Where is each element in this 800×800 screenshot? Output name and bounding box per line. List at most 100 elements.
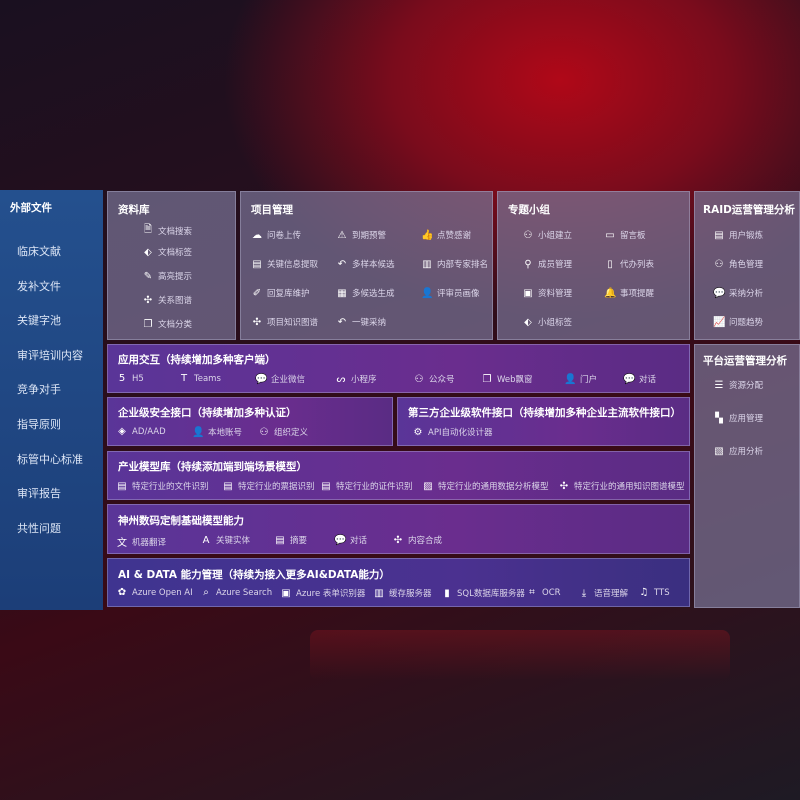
feature-item[interactable]: ⤓ 语音理解 [578, 587, 628, 600]
sidebar-item[interactable]: 指导原则 [17, 418, 61, 431]
feature-item[interactable]: ▦ 多候选生成 [336, 287, 394, 300]
feature-item[interactable]: T Teams [178, 373, 221, 384]
feature-item[interactable]: 💬 企业微信 [255, 373, 305, 386]
feature-label: 问卷上传 [267, 231, 302, 241]
feature-item[interactable]: 🔔 事项提醒 [604, 287, 654, 300]
sidebar-item[interactable]: 竞争对手 [17, 383, 61, 397]
alarm-icon: ⚠ [337, 229, 347, 241]
feature-item[interactable]: ⚇ 组织定义 [258, 426, 309, 439]
feature-item[interactable]: ⚠ 到期预警 [336, 229, 387, 242]
feature-item[interactable]: 文机器翻译 [116, 534, 166, 550]
panel-title: 神州数码定制基础模型能力 [118, 515, 244, 527]
bbs-icon: ▭ [605, 229, 615, 241]
feature-item[interactable]: 💬 对话 [623, 373, 656, 386]
feature-label: 采纳分析 [729, 289, 764, 299]
feature-item[interactable]: ✣ 项目知识图谱 [251, 316, 318, 329]
sidebar-item[interactable]: 审评培训内容 [17, 348, 83, 362]
feature-item[interactable]: ▣ 资料管理 [522, 287, 573, 300]
receipt-icon: ▤ [223, 480, 233, 492]
feature-item[interactable]: 📈 问题趋势 [713, 316, 763, 329]
feature-item[interactable]: 5 H5 [116, 373, 144, 384]
feature-item[interactable]: ▤ 摘要 [274, 534, 308, 547]
feature-item[interactable]: ☰ 资源分配 [713, 379, 764, 392]
feature-label: 摘要 [290, 536, 308, 546]
trend-icon: 📈 [713, 316, 726, 328]
feature-label: Web飘窗 [497, 375, 533, 385]
sidebar-item[interactable]: 发补文件 [17, 279, 61, 293]
feature-item[interactable]: ▥ 内部专家排名 [421, 258, 488, 271]
feature-item[interactable]: ♫ TTS [638, 587, 670, 598]
sidebar-item[interactable]: 共性问题 [17, 521, 61, 535]
sidebar-item[interactable]: 临床文献 [17, 245, 61, 258]
sidebar-title: 外部文件 [10, 202, 52, 214]
feature-label: 应用分析 [729, 447, 764, 457]
sidebar-item[interactable]: 标管中心标准 [17, 452, 83, 466]
sidebar-item[interactable]: 关键字池 [17, 314, 61, 328]
feature-item[interactable]: 👍 点赞感谢 [421, 229, 471, 242]
feature-item[interactable]: ⚇ 公众号 [413, 373, 455, 386]
feature-item[interactable]: ▤ 关键信息提取 [251, 258, 318, 271]
feature-item[interactable]: ▧ 应用分析 [713, 445, 764, 458]
feature-item[interactable]: ✐ 回复库维护 [251, 287, 310, 300]
feature-label: 本地账号 [208, 428, 243, 438]
feature-item[interactable]: ▤ 特定行业的证件识别 [320, 480, 412, 493]
feature-item[interactable]: ▤ 特定行业的票据识别 [222, 480, 314, 493]
feature-item[interactable]: ▭ 留言板 [604, 229, 645, 242]
feature-item[interactable]: ▯ 代办列表 [604, 258, 654, 271]
feature-item[interactable]: ↶ 多样本候选 [336, 258, 395, 271]
feature-item[interactable]: ▨ 特定行业的通用数据分析模型 [422, 480, 548, 493]
feature-item[interactable]: 💬 对话 [334, 534, 367, 547]
feature-item[interactable]: 🗎 文档搜索 [142, 222, 192, 239]
feature-label: 一键采纳 [352, 318, 387, 328]
feature-item[interactable]: ⌗ OCR [526, 587, 560, 598]
feature-item[interactable]: ✿ Azure Open AI [116, 587, 193, 598]
feature-item[interactable]: ☁ 问卷上传 [251, 229, 302, 242]
feature-item[interactable]: ᔕ 小程序 [335, 373, 377, 386]
feature-item[interactable]: ▤ 特定行业的文件识别 [116, 480, 209, 493]
feature-item[interactable]: ⚲ 成员管理 [522, 258, 572, 271]
feature-item[interactable]: ⚇ 角色管理 [713, 258, 764, 271]
org-icon: ⚇ [259, 426, 269, 438]
feature-item[interactable]: ⬖ 小组标签 [522, 316, 572, 329]
feature-item[interactable]: 💬 采纳分析 [713, 287, 764, 300]
panel-group: 专题小组 ⚇ 小组建立 ▭ 留言板 ⚲ 成员管理 ▯ 代办列表 ▣ 资料管理 🔔 事项提醒 ⬖ 小组标签 [497, 191, 690, 340]
feature-item[interactable]: ▥ 缓存服务器 [373, 587, 431, 600]
form-icon: ▣ [281, 587, 291, 599]
feature-item[interactable]: 👤 门户 [564, 373, 597, 386]
feature-item[interactable]: ⬖ 文档标签 [142, 246, 192, 259]
feature-label: 回复库维护 [267, 289, 310, 299]
bell-icon: 🔔 [604, 287, 617, 299]
feature-item[interactable]: ▚ 应用管理 [713, 412, 763, 425]
account-icon: 👤 [192, 426, 205, 438]
feature-item[interactable]: ⌕ Azure Search [200, 587, 272, 598]
feature-label: Azure 表单识别器 [296, 589, 366, 599]
feature-label: 小程序 [351, 375, 377, 385]
feature-item[interactable]: ❐ Web飘窗 [481, 373, 533, 386]
feature-item[interactable]: A 关键实体 [200, 534, 250, 547]
feature-item[interactable]: ✎ 高亮提示 [142, 270, 192, 283]
feature-label: 特定行业的文件识别 [132, 482, 209, 492]
feature-item[interactable]: ✣ 特定行业的通用知识图谱模型 [558, 480, 685, 493]
feature-label: 资料管理 [538, 289, 573, 299]
feature-item[interactable]: ⚙ API自动化设计器 [412, 426, 493, 439]
feature-item[interactable]: ▣ Azure 表单识别器 [280, 587, 366, 600]
file-icon: ▤ [117, 480, 127, 492]
graph-icon: ✣ [559, 480, 569, 492]
feature-item[interactable]: ▤ 用户锻炼 [713, 229, 763, 242]
feature-label: 关系图谱 [158, 296, 193, 306]
feature-item[interactable]: ◈ AD/AAD [116, 426, 166, 437]
users-icon: ⚇ [714, 258, 724, 270]
feature-item[interactable]: 👤 本地账号 [192, 426, 243, 439]
feature-label: 内容合成 [408, 536, 443, 546]
feature-item[interactable]: ↶ 一键采纳 [336, 316, 387, 329]
feature-item[interactable]: 👤 评审员画像 [421, 287, 480, 300]
feature-item[interactable]: ▮ SQL数据库服务器 [441, 587, 525, 600]
feature-item[interactable]: ❐ 文档分类 [142, 318, 193, 331]
panel-industry-models: 产业模型库（持续添加端到端场景模型） ▤ 特定行业的文件识别 ▤ 特定行业的票据识别 ▤ 特… [107, 451, 690, 500]
feature-label: 角色管理 [729, 260, 764, 270]
sidebar-item[interactable]: 审评报告 [17, 487, 61, 501]
feature-item[interactable]: ✣ 内容合成 [392, 534, 443, 547]
feature-item[interactable]: ✣ 关系图谱 [142, 294, 193, 307]
feature-item[interactable]: ⚇ 小组建立 [522, 229, 573, 242]
openai-icon: ✿ [117, 587, 127, 598]
